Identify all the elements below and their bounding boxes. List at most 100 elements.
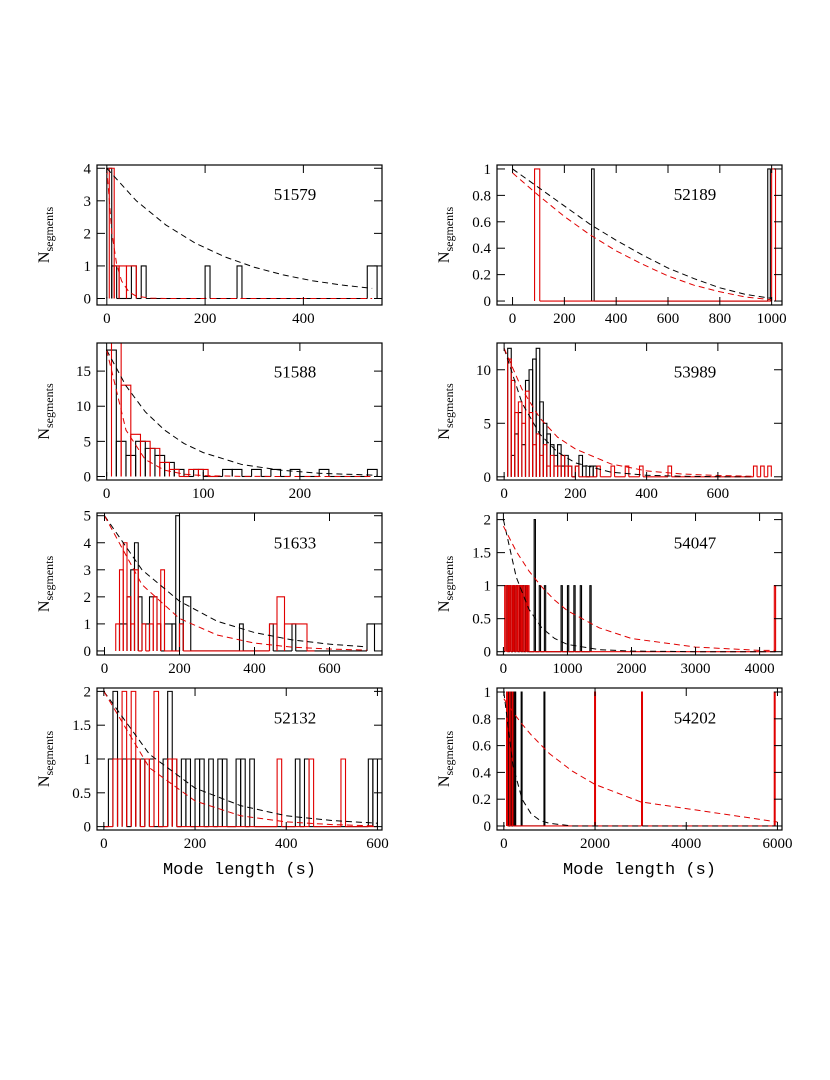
fit-curve	[103, 691, 378, 827]
x-tick-label: 400	[292, 311, 315, 327]
y-tick-label: 15	[76, 364, 91, 380]
y-tick-label: 0	[84, 469, 92, 485]
histogram-bin	[641, 691, 644, 826]
histogram-bin	[144, 758, 150, 827]
x-tick-label: 0	[100, 836, 108, 852]
y-tick-label: 0	[84, 291, 92, 307]
y-tick-label: 0.4	[472, 241, 491, 257]
fit-curve	[106, 168, 373, 299]
histogram-bin	[204, 265, 211, 299]
histogram-bin	[115, 623, 121, 651]
histogram-bin	[185, 758, 192, 827]
y-tick-label: 0.8	[472, 712, 491, 728]
y-tick-label: 1.5	[472, 546, 491, 562]
y-label-main: N	[36, 428, 53, 440]
histogram-bin	[178, 623, 184, 651]
histogram-bin	[543, 691, 546, 826]
histogram-bin	[163, 623, 173, 651]
x-tick-label: 3000	[681, 661, 711, 677]
histogram-bin	[760, 465, 765, 477]
x-tick-label: 400	[635, 486, 658, 502]
histogram-bin	[130, 623, 136, 651]
x-tick-label: 0	[103, 311, 111, 327]
fit-curve	[104, 515, 368, 648]
histogram-bin	[251, 468, 262, 477]
panel-label: 52189	[674, 185, 717, 204]
histogram-bin	[574, 465, 580, 477]
axes-frame	[96, 164, 383, 306]
histogram-bin	[667, 465, 673, 477]
histogram-bin	[235, 758, 242, 827]
histogram-bin	[171, 758, 178, 827]
histogram-bin	[121, 758, 128, 827]
y-tick-label: 0.5	[72, 786, 91, 802]
y-label-sub: segments	[442, 383, 456, 428]
histogram-bin	[236, 265, 243, 299]
x-tick-label: 600	[366, 836, 389, 852]
panel-label: 51633	[274, 534, 317, 553]
x-axis-label: Mode length (s)	[163, 861, 316, 880]
histogram-bin	[276, 758, 283, 827]
histogram-bin	[543, 585, 547, 652]
y-label-sub: segments	[42, 556, 56, 601]
y-tick-label: 0	[84, 644, 92, 660]
axes-frame	[496, 687, 783, 831]
histogram-bin	[240, 758, 246, 827]
panel-label: 54047	[674, 534, 717, 553]
histogram-bin	[231, 468, 243, 477]
histogram-bin	[130, 569, 136, 651]
y-tick-label: 0	[484, 470, 492, 486]
histogram-bin	[303, 758, 310, 827]
x-tick-label: 200	[184, 836, 207, 852]
histogram-bin	[591, 168, 595, 302]
x-tick-label: 1000	[757, 311, 787, 327]
y-tick-label: 1	[84, 617, 92, 633]
histogram-bin	[283, 623, 308, 651]
x-tick-label: 2000	[580, 836, 610, 852]
histogram-bin	[366, 623, 376, 651]
y-tick-label: 0.6	[472, 739, 491, 755]
fit-curve	[512, 168, 772, 299]
fit-curve	[502, 519, 776, 653]
plot	[503, 691, 778, 827]
histogram-bin	[171, 758, 178, 827]
axes-frame	[96, 342, 383, 481]
x-tick-label: 0	[103, 486, 111, 502]
y-axis-label: Nsegments	[436, 207, 456, 264]
x-tick-label: 200	[168, 661, 191, 677]
histogram-bin	[560, 585, 563, 652]
axes-frame	[496, 164, 783, 306]
x-tick-label: 1000	[552, 661, 582, 677]
x-tick-label: 200	[553, 311, 576, 327]
y-label-main: N	[436, 600, 453, 612]
histogram-bin	[516, 585, 520, 652]
y-tick-label: 0.2	[472, 268, 491, 284]
panel-label: 51588	[274, 362, 317, 381]
histogram-bin	[276, 596, 286, 651]
y-axis-label: Nsegments	[36, 207, 56, 264]
plot	[106, 167, 378, 300]
histogram-bin	[160, 569, 166, 651]
plot	[503, 347, 772, 478]
histogram-bin	[509, 585, 512, 652]
histogram-bin	[767, 465, 772, 477]
histogram-bin	[771, 168, 777, 302]
x-tick-label: 0	[101, 661, 109, 677]
histogram-bin	[152, 596, 158, 651]
histogram-bin	[508, 691, 511, 826]
axes-frame	[496, 512, 783, 656]
histogram-bin	[249, 758, 255, 827]
histogram-bin	[291, 623, 297, 651]
histogram-bin	[148, 623, 154, 651]
histogram-bin	[289, 468, 301, 477]
histogram-bin	[156, 623, 162, 651]
histogram-bin	[294, 758, 301, 827]
histogram-bin	[162, 758, 169, 827]
y-label-main: N	[36, 251, 53, 263]
histogram-bin	[340, 758, 347, 827]
y-tick-label: 2	[84, 590, 92, 606]
y-tick-label: 3	[84, 194, 92, 210]
histogram-bin	[505, 585, 508, 652]
histogram-bin	[520, 585, 524, 652]
